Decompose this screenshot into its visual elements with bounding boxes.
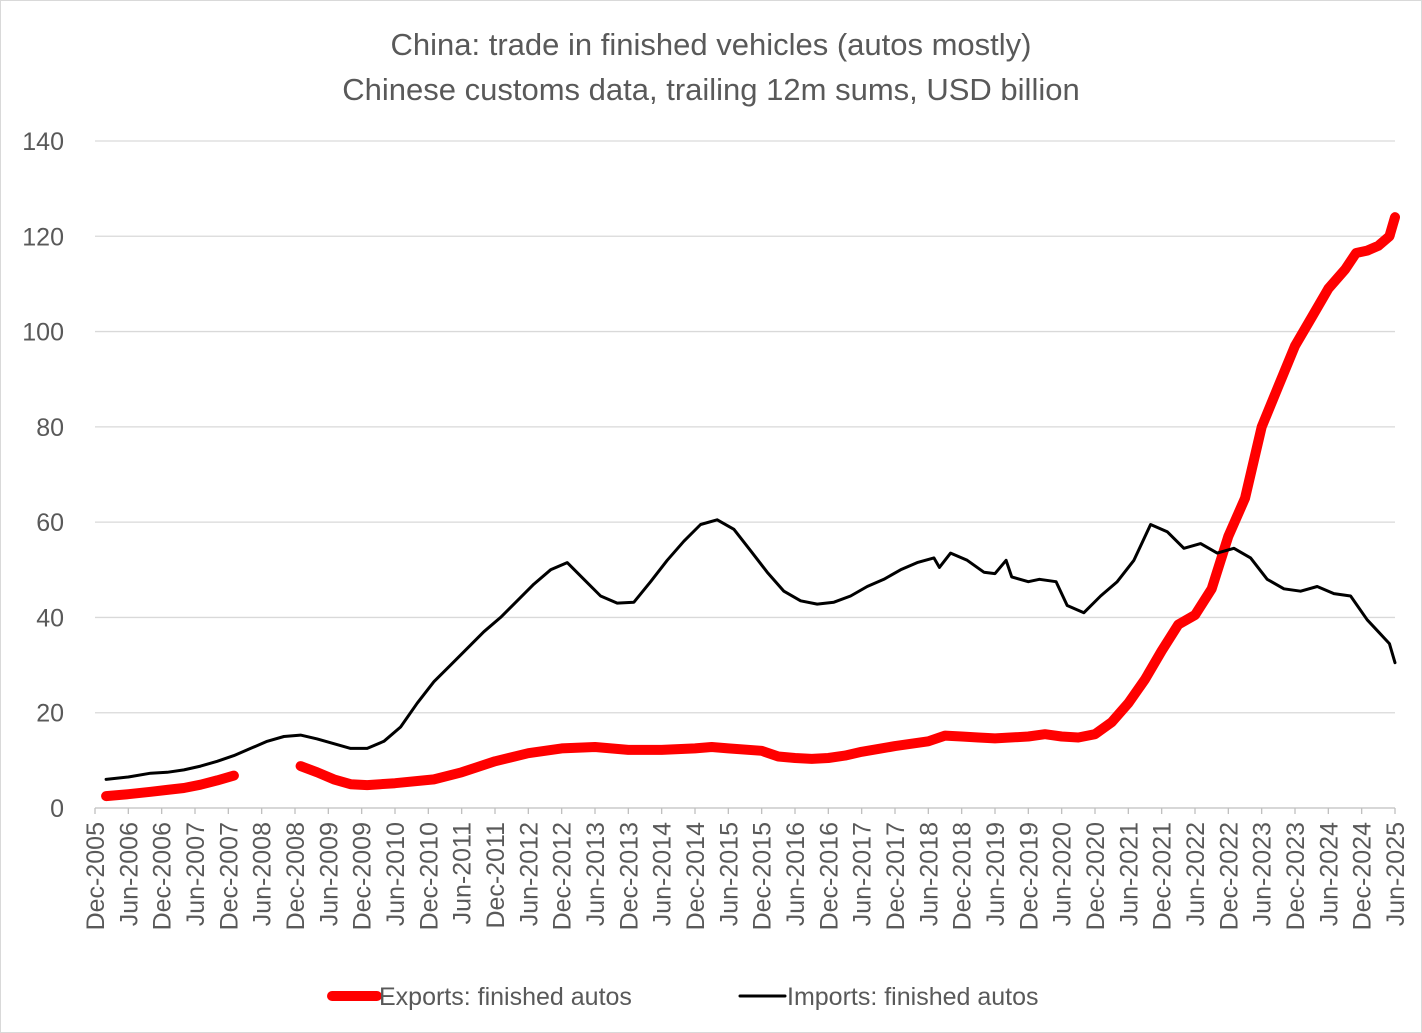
- x-tick-label: Dec-2024: [1349, 822, 1377, 930]
- exports-series-line-segment-0: [101, 770, 239, 802]
- chart-title-line-1: China: trade in finished vehicles (autos…: [391, 27, 1032, 62]
- x-tick-label: Dec-2017: [882, 822, 910, 930]
- y-tick-label: 100: [22, 319, 64, 347]
- x-tick-label: Jun-2011: [449, 822, 477, 924]
- y-tick-label: 80: [36, 414, 64, 442]
- y-tick-label: 120: [22, 223, 64, 251]
- x-tick-label: Dec-2005: [82, 822, 110, 930]
- y-tick-label: 140: [22, 128, 64, 156]
- legend-label-exports: Exports: finished autos: [379, 983, 632, 1011]
- x-tick-label: Jun-2025: [1382, 822, 1410, 926]
- x-tick-label: Dec-2021: [1149, 822, 1177, 930]
- x-tick-label: Dec-2016: [815, 822, 843, 930]
- chart-title-line-2: Chinese customs data, trailing 12m sums,…: [342, 72, 1079, 107]
- imports-series-line-segment-0: [104, 518, 1397, 781]
- legend-label-imports: Imports: finished autos: [787, 983, 1039, 1011]
- x-tick-label: Jun-2023: [1249, 822, 1277, 926]
- x-tick-label: Jun-2013: [582, 822, 610, 926]
- y-tick-label: 20: [36, 700, 64, 728]
- x-tick-label: Dec-2012: [549, 822, 577, 930]
- x-tick-label: Jun-2007: [182, 822, 210, 926]
- x-tick-label: Jun-2022: [1182, 822, 1210, 926]
- x-tick-label: Jun-2009: [315, 822, 343, 926]
- x-tick-label: Jun-2012: [515, 822, 543, 926]
- x-tick-label: Jun-2016: [782, 822, 810, 926]
- x-tick-label: Dec-2014: [682, 822, 710, 930]
- x-tick-label: Jun-2018: [915, 822, 943, 926]
- y-tick-label: 40: [36, 604, 64, 632]
- y-tick-label: 0: [50, 795, 64, 823]
- x-tick-label: Jun-2015: [715, 822, 743, 926]
- x-tick-label: Dec-2009: [349, 822, 377, 930]
- x-tick-label: Jun-2019: [982, 822, 1010, 926]
- y-axis-tick-labels: 0 20 40 60 80 100 120 140: [22, 128, 64, 823]
- legend: Exports: finished autos Imports: finished…: [327, 983, 1039, 1011]
- x-tick-label: Jun-2010: [382, 822, 410, 926]
- exports-series-line-segment-1: [295, 212, 1400, 791]
- x-tick-label: Jun-2006: [115, 822, 143, 926]
- x-tick-label: Dec-2006: [149, 822, 177, 930]
- x-tick-label: Dec-2013: [615, 822, 643, 930]
- x-tick-label: Jun-2017: [849, 822, 877, 926]
- x-tick-label: Jun-2008: [249, 822, 277, 926]
- x-tick-label: Dec-2015: [749, 822, 777, 930]
- x-tick-label: Dec-2020: [1082, 822, 1110, 930]
- x-tick-label: Jun-2021: [1115, 822, 1143, 926]
- x-tick-label: Dec-2018: [949, 822, 977, 930]
- x-tick-label: Dec-2022: [1215, 822, 1243, 930]
- y-tick-label: 60: [36, 509, 64, 537]
- x-axis-tick-labels: Dec-2005 Jun-2006 Dec-2006 Jun-2007 Dec-2007…: [82, 808, 1410, 930]
- x-tick-label: Jun-2024: [1315, 822, 1343, 926]
- x-tick-label: Dec-2010: [415, 822, 443, 930]
- x-tick-label: Dec-2011: [482, 822, 510, 929]
- series-lines: [101, 212, 1400, 802]
- x-tick-label: Jun-2020: [1049, 822, 1077, 926]
- x-tick-label: Dec-2023: [1282, 822, 1310, 930]
- x-tick-label: Jun-2014: [649, 822, 677, 926]
- x-tick-label: Dec-2008: [282, 822, 310, 930]
- gridlines: [95, 140, 1395, 809]
- x-tick-label: Dec-2007: [215, 822, 243, 930]
- x-tick-label: Dec-2019: [1015, 822, 1043, 930]
